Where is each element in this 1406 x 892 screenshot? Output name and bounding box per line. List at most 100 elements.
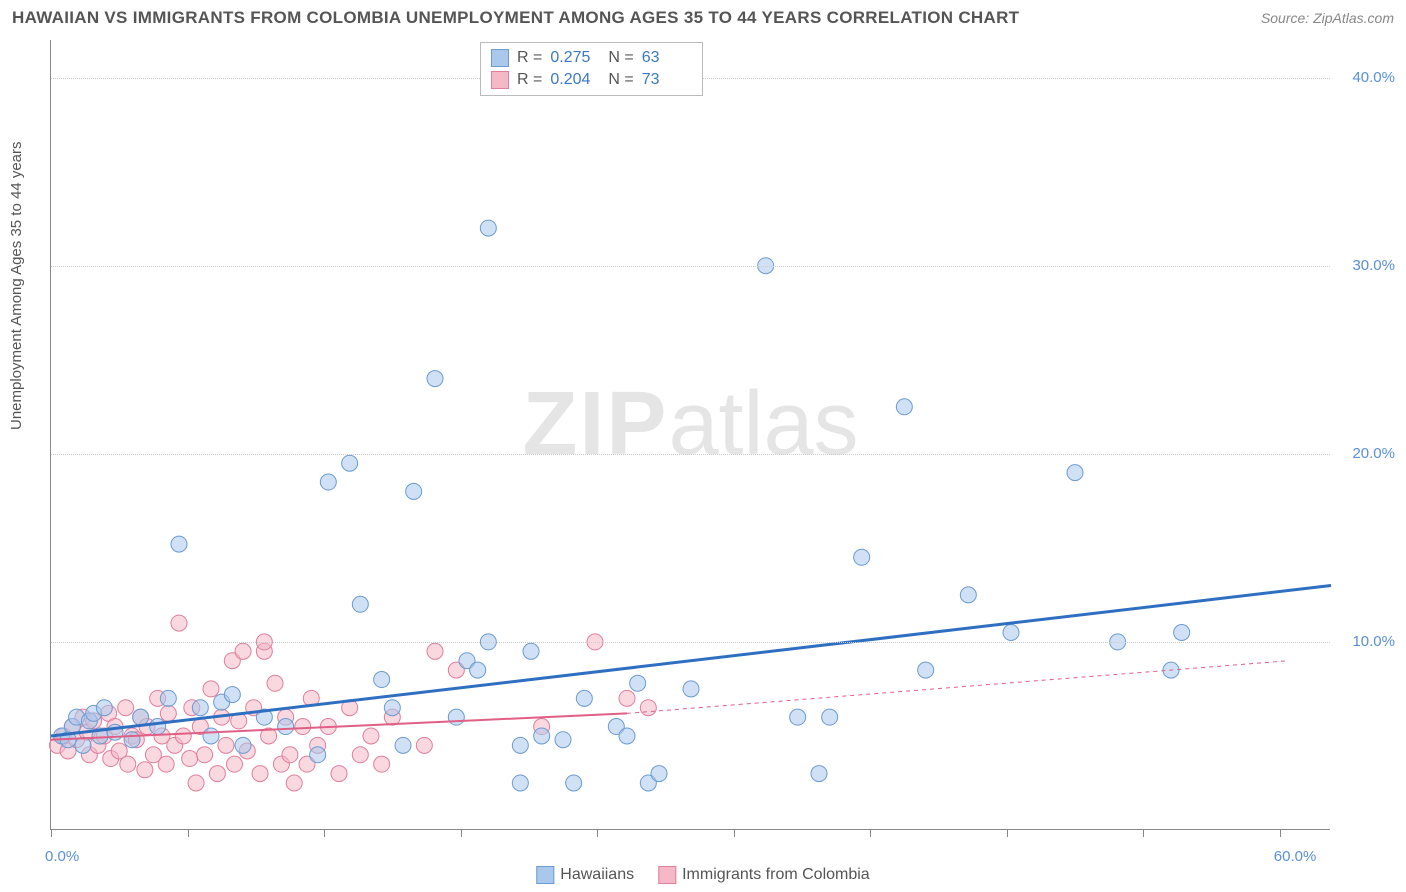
trend-line <box>51 585 1331 735</box>
r-label-1: R = <box>517 49 542 67</box>
data-point <box>310 747 326 763</box>
swatch-colombia <box>491 71 509 89</box>
x-tick <box>1280 829 1281 837</box>
data-point <box>854 549 870 565</box>
data-point <box>427 643 443 659</box>
data-point <box>374 756 390 772</box>
data-point <box>175 728 191 744</box>
swatch-colombia-bottom <box>658 866 676 884</box>
data-point <box>197 747 213 763</box>
data-point <box>651 766 667 782</box>
data-point <box>374 672 390 688</box>
trend-line-extension <box>627 661 1288 714</box>
data-point <box>1003 625 1019 641</box>
data-point <box>171 615 187 631</box>
data-point <box>158 756 174 772</box>
data-point <box>226 756 242 772</box>
y-tick-label: 40.0% <box>1340 69 1395 86</box>
data-point <box>619 690 635 706</box>
data-point <box>918 662 934 678</box>
data-point <box>363 728 379 744</box>
data-point <box>395 737 411 753</box>
x-tick <box>870 829 871 837</box>
data-point <box>75 737 91 753</box>
data-point <box>235 643 251 659</box>
data-point <box>352 596 368 612</box>
data-point <box>470 662 486 678</box>
data-point <box>171 536 187 552</box>
data-point <box>320 474 336 490</box>
data-point <box>252 766 268 782</box>
gridline <box>51 266 1330 267</box>
n-label-1: N = <box>608 49 633 67</box>
data-point <box>118 700 134 716</box>
data-point <box>448 709 464 725</box>
r-label-2: R = <box>517 71 542 89</box>
data-point <box>896 399 912 415</box>
data-point <box>150 719 166 735</box>
n-value-2: 73 <box>642 71 692 89</box>
data-point <box>120 756 136 772</box>
data-point <box>523 643 539 659</box>
data-point <box>203 681 219 697</box>
data-point <box>352 747 368 763</box>
legend-label-hawaiians: Hawaiians <box>560 866 634 884</box>
data-point <box>209 766 225 782</box>
r-value-1: 0.275 <box>550 49 600 67</box>
data-point <box>1067 465 1083 481</box>
data-point <box>267 675 283 691</box>
data-point <box>512 775 528 791</box>
data-point <box>160 705 176 721</box>
data-point <box>160 690 176 706</box>
data-point <box>534 728 550 744</box>
n-value-1: 63 <box>642 49 692 67</box>
y-axis-label: Unemployment Among Ages 35 to 44 years <box>8 141 25 430</box>
source-label: Source: ZipAtlas.com <box>1261 10 1394 26</box>
data-point <box>282 747 298 763</box>
bottom-legend: Hawaiians Immigrants from Colombia <box>536 866 869 884</box>
gridline <box>51 642 1330 643</box>
data-point <box>512 737 528 753</box>
n-label-2: N = <box>608 71 633 89</box>
legend-label-colombia: Immigrants from Colombia <box>682 866 870 884</box>
x-tick-label: 60.0% <box>1274 848 1317 865</box>
data-point <box>286 775 302 791</box>
x-tick <box>734 829 735 837</box>
data-point <box>630 675 646 691</box>
data-point <box>822 709 838 725</box>
data-point <box>576 690 592 706</box>
x-tick-label: 0.0% <box>45 848 79 865</box>
data-point <box>133 709 149 725</box>
data-point <box>555 732 571 748</box>
data-point <box>218 737 234 753</box>
x-tick <box>1007 829 1008 837</box>
data-point <box>416 737 432 753</box>
data-point <box>566 775 582 791</box>
data-point <box>427 371 443 387</box>
r-value-2: 0.204 <box>550 71 600 89</box>
data-point <box>235 737 251 753</box>
swatch-hawaiians-bottom <box>536 866 554 884</box>
data-point <box>790 709 806 725</box>
legend-stats-row-1: R = 0.275 N = 63 <box>491 47 692 69</box>
x-tick <box>324 829 325 837</box>
data-point <box>124 732 140 748</box>
x-tick <box>461 829 462 837</box>
data-point <box>811 766 827 782</box>
x-tick <box>51 829 52 837</box>
legend-stats-row-2: R = 0.204 N = 73 <box>491 69 692 91</box>
data-point <box>683 681 699 697</box>
data-point <box>384 700 400 716</box>
data-point <box>1174 625 1190 641</box>
data-point <box>278 719 294 735</box>
data-point <box>619 728 635 744</box>
legend-stats-box: R = 0.275 N = 63 R = 0.204 N = 73 <box>480 42 703 96</box>
plot-area: ZIPatlas <box>50 40 1330 830</box>
legend-item-hawaiians: Hawaiians <box>536 866 634 884</box>
data-point <box>224 687 240 703</box>
x-tick <box>597 829 598 837</box>
data-point <box>342 455 358 471</box>
data-point <box>480 220 496 236</box>
y-tick-label: 10.0% <box>1340 633 1395 650</box>
scatter-svg <box>51 40 1330 829</box>
